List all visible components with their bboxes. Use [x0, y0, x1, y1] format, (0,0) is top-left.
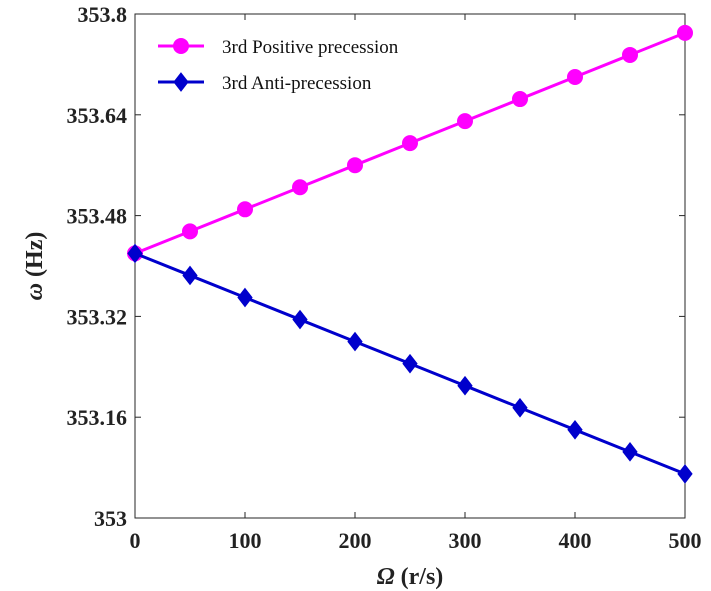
- y-tick-label: 353.48: [67, 204, 128, 229]
- legend-label: 3rd Positive precession: [222, 37, 399, 58]
- y-tick-label: 353.32: [67, 304, 128, 329]
- legend-item: 3rd Positive precession: [158, 37, 399, 58]
- x-tick-label: 0: [130, 528, 141, 553]
- x-axis-title: Ω (r/s): [377, 564, 444, 590]
- legend: 3rd Positive precession 3rd Anti-precessi…: [158, 37, 399, 94]
- data-point: [622, 442, 638, 462]
- data-point: [182, 223, 198, 240]
- data-point: [292, 309, 308, 330]
- data-point: [457, 113, 473, 130]
- data-point: [237, 287, 253, 308]
- axis-tick-labels: 0 100 200 300 400 500 353 353.16 353.32 353.48 353…: [67, 2, 702, 553]
- data-point: [237, 201, 253, 218]
- data-point: [173, 38, 189, 54]
- data-point: [347, 331, 363, 352]
- plot-area: [134, 13, 686, 519]
- data-point: [402, 353, 418, 374]
- x-tick-label: 400: [559, 528, 592, 553]
- data-point: [182, 265, 198, 286]
- data-point: [512, 397, 528, 418]
- data-point: [402, 135, 418, 152]
- y-axis-title: ω (Hz): [22, 232, 48, 301]
- axis-ticks: [134, 13, 686, 519]
- legend-label: 3rd Anti-precession: [222, 73, 372, 94]
- y-tick-label: 353.16: [67, 405, 128, 430]
- y-tick-label: 353.8: [78, 2, 128, 27]
- series-positive-precession: [127, 24, 693, 262]
- data-point: [622, 46, 638, 63]
- series-anti-precession: [127, 243, 693, 484]
- data-point: [567, 419, 583, 440]
- data-point: [127, 243, 143, 264]
- data-point: [677, 24, 693, 41]
- data-point: [347, 157, 363, 174]
- data-series: [127, 24, 693, 484]
- x-tick-label: 300: [449, 528, 482, 553]
- legend-item: 3rd Anti-precession: [158, 72, 372, 94]
- data-point: [173, 72, 189, 92]
- x-tick-label: 200: [339, 528, 372, 553]
- x-tick-label: 100: [229, 528, 262, 553]
- data-point: [457, 375, 473, 396]
- data-point: [567, 69, 583, 85]
- y-tick-label: 353.64: [67, 103, 128, 128]
- data-point: [512, 91, 528, 108]
- data-point: [677, 464, 693, 484]
- data-point: [292, 179, 308, 196]
- y-tick-label: 353: [94, 506, 127, 531]
- x-tick-label: 500: [669, 528, 702, 553]
